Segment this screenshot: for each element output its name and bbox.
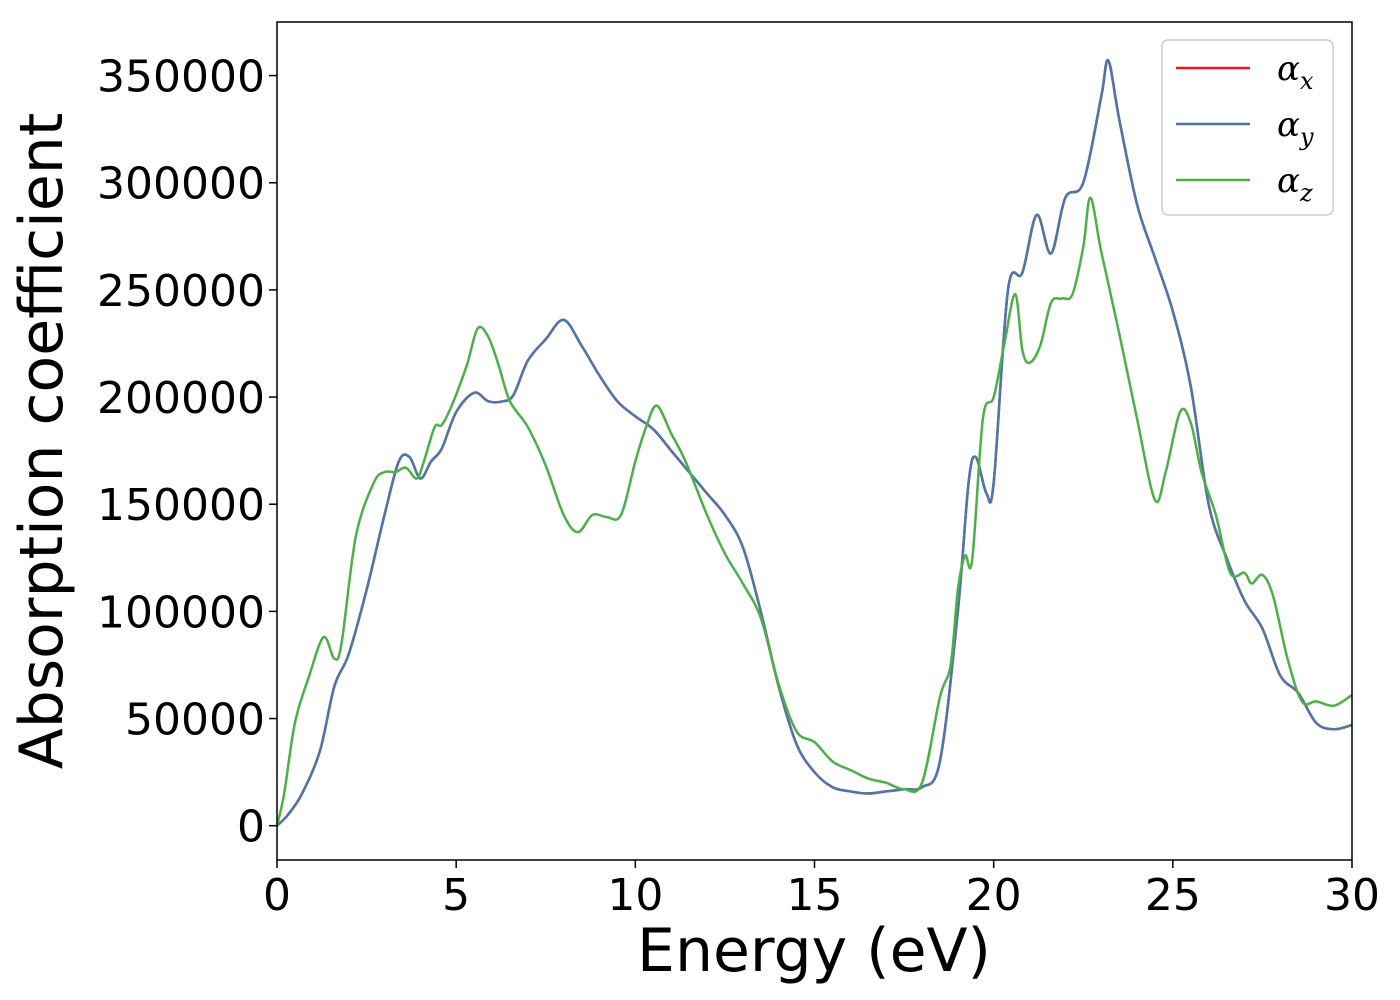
y-tick-label: 300000 — [97, 159, 265, 210]
series-line-z — [277, 196, 1352, 827]
x-tick-label: 5 — [442, 870, 470, 921]
x-tick-label: 0 — [263, 870, 291, 921]
x-axis: 0 5 10 15 20 25 30 — [263, 860, 1380, 921]
series-layer — [277, 59, 1352, 827]
series-line-y — [277, 59, 1352, 827]
y-tick-label: 200000 — [97, 373, 265, 424]
x-tick-label: 10 — [607, 870, 663, 921]
y-tick-label: 350000 — [97, 52, 265, 103]
x-tick-label: 25 — [1145, 870, 1201, 921]
x-axis-title: Energy (eV) — [637, 916, 991, 986]
legend-box — [1161, 39, 1334, 216]
y-tick-label: 0 — [237, 802, 265, 853]
y-tick-label: 100000 — [97, 587, 265, 638]
x-tick-label: 30 — [1324, 870, 1380, 921]
x-tick-label: 20 — [966, 870, 1022, 921]
x-tick-label: 15 — [787, 870, 843, 921]
y-tick-label: 50000 — [125, 695, 265, 746]
y-axis: 0 50000 100000 150000 200000 250000 300000 3500… — [97, 52, 277, 853]
y-tick-label: 150000 — [97, 480, 265, 531]
y-axis-title: Absorption coefficient — [7, 113, 77, 770]
y-tick-label: 250000 — [97, 266, 265, 317]
